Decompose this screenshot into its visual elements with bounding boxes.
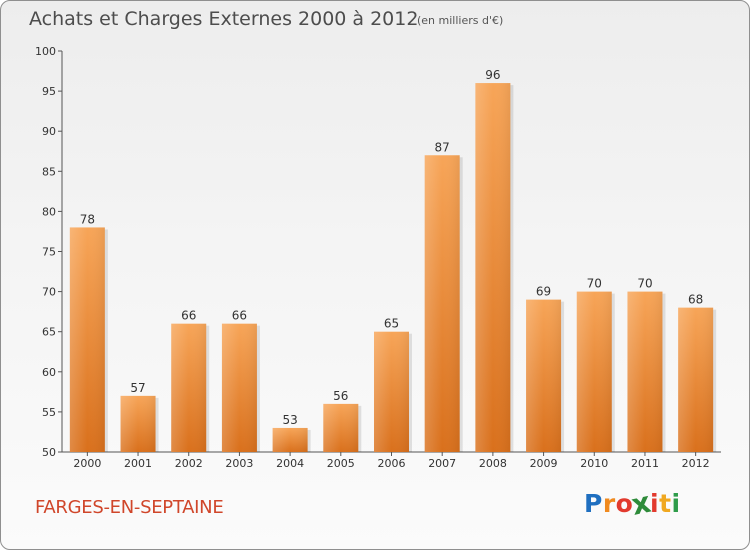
bar-value-label: 68 — [688, 293, 703, 307]
bar-highlight — [272, 427, 308, 452]
bar-value-label: 70 — [637, 277, 652, 291]
bar-value-label: 65 — [384, 317, 399, 331]
logo-letter: t — [659, 489, 672, 518]
y-tick-label: 60 — [42, 366, 56, 379]
x-tick-label: 2011 — [631, 457, 659, 470]
y-tick-label: 90 — [42, 125, 56, 138]
chart-title: Achats et Charges Externes 2000 à 2012 — [29, 8, 419, 30]
y-tick-label: 55 — [42, 406, 56, 419]
x-tick-label: 2010 — [580, 457, 608, 470]
y-tick-label: 100 — [35, 45, 56, 58]
bar-value-label: 78 — [80, 212, 95, 226]
bar-highlight — [323, 403, 359, 452]
bar-value-label: 96 — [485, 68, 500, 82]
x-tick-label: 2001 — [124, 457, 152, 470]
bar-highlight — [576, 291, 612, 452]
y-tick-label: 50 — [42, 446, 56, 459]
logo-letter: o — [615, 489, 634, 518]
x-tick-label: 2000 — [73, 457, 101, 470]
y-tick-label: 75 — [42, 246, 56, 259]
proxiti-logo: Proxiti — [584, 485, 681, 522]
bar-value-label: 87 — [435, 140, 450, 154]
chart-bars: 78 57 66 66 53 56 65 87 96 69 70 70 68 — [69, 68, 717, 452]
x-tick-label: 2005 — [327, 457, 355, 470]
x-tick-label: 2012 — [682, 457, 710, 470]
commune-name: FARGES-EN-SEPTAINE — [35, 497, 224, 518]
bar-highlight — [374, 331, 409, 452]
chart-unit: (en milliers d'€) — [417, 14, 504, 27]
y-tick-label: 65 — [42, 326, 56, 339]
x-tick-label: 2004 — [276, 457, 304, 470]
bar-value-label: 66 — [181, 309, 196, 323]
x-tick-label: 2002 — [175, 457, 203, 470]
bar-highlight — [120, 395, 156, 452]
bar-highlight — [69, 227, 105, 452]
bar-highlight — [171, 323, 207, 452]
x-tick-label: 2009 — [530, 457, 558, 470]
bar-value-label: 57 — [130, 381, 145, 395]
logo-letter: r — [602, 489, 616, 518]
bar-value-label: 69 — [536, 285, 551, 299]
bar-highlight — [424, 155, 460, 452]
bar-highlight — [221, 323, 257, 452]
y-tick-label: 85 — [42, 165, 56, 178]
bar-value-label: 66 — [232, 309, 247, 323]
x-tick-label: 2007 — [428, 457, 456, 470]
bar-highlight — [678, 307, 714, 452]
x-tick-label: 2003 — [225, 457, 253, 470]
bar-highlight — [475, 83, 511, 452]
logo-letter: i — [671, 489, 681, 518]
bar-highlight — [627, 291, 663, 452]
y-tick-label: 80 — [42, 205, 56, 218]
logo-letter: i — [650, 489, 660, 518]
x-tick-label: 2006 — [378, 457, 406, 470]
bar-value-label: 56 — [333, 389, 348, 403]
bar-value-label: 53 — [282, 413, 297, 427]
logo-letter: P — [584, 489, 603, 518]
bar-highlight — [526, 299, 562, 452]
y-tick-label: 95 — [42, 85, 56, 98]
bar-value-label: 70 — [587, 277, 602, 291]
y-tick-label: 70 — [42, 286, 56, 299]
x-tick-label: 2008 — [479, 457, 507, 470]
